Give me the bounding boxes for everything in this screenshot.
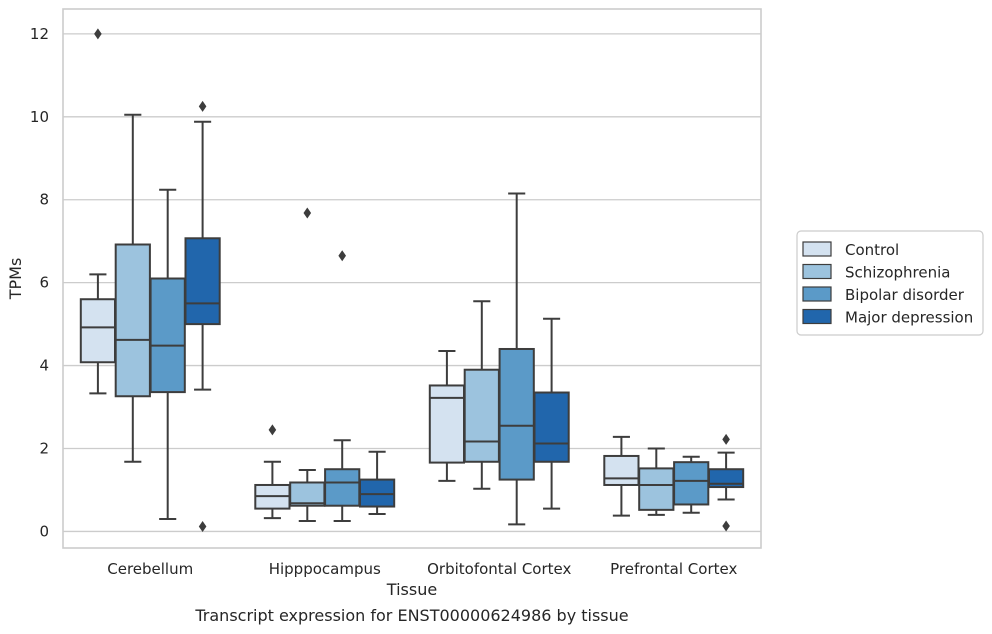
- box-major-depression: [358, 450, 396, 516]
- box-iqr: [184, 237, 221, 326]
- box-iqr: [324, 468, 361, 507]
- box-iqr: [358, 478, 396, 508]
- chart-caption: Transcript expression for ENST0000062498…: [194, 606, 628, 625]
- box-bipolar-disorder: [498, 192, 535, 526]
- legend-swatch: [802, 308, 832, 325]
- box-control: [603, 435, 640, 517]
- box-plot-area: [79, 28, 745, 532]
- plot-frame: [62, 8, 762, 549]
- box-iqr: [707, 468, 745, 489]
- box-iqr: [533, 391, 570, 463]
- box-major-depression: [533, 317, 570, 510]
- outlier-point: [268, 424, 277, 436]
- outlier-point: [722, 433, 730, 445]
- y-tick-label: 12: [30, 25, 49, 43]
- box-control: [428, 350, 466, 482]
- legend-swatch: [802, 263, 832, 280]
- outlier-point: [722, 520, 730, 532]
- x-axis-label: Tissue: [386, 580, 437, 599]
- box-major-depression: [707, 433, 745, 532]
- box-iqr: [603, 454, 640, 486]
- legend-label: Major depression: [845, 309, 973, 327]
- box-bipolar-disorder: [149, 188, 186, 520]
- y-tick-label: 2: [39, 439, 49, 457]
- outlier-point: [338, 250, 346, 262]
- box-bipolar-disorder: [324, 250, 361, 523]
- box-bipolar-disorder: [673, 455, 710, 514]
- box-schizophrenia: [638, 447, 675, 516]
- legend-label: Control: [845, 241, 899, 259]
- y-tick-label: 8: [39, 191, 49, 209]
- box-schizophrenia: [463, 300, 500, 490]
- legend-label: Schizophrenia: [845, 264, 950, 282]
- box-control: [79, 28, 117, 395]
- y-axis-ticks: 0 2 4 6 8 10 12: [30, 25, 49, 541]
- legend-swatch: [802, 286, 832, 302]
- y-tick-label: 0: [39, 522, 49, 540]
- legend-frame: [796, 230, 984, 336]
- legend-label: Bipolar disorder: [845, 286, 965, 304]
- y-tick-label: 10: [30, 108, 49, 126]
- box-iqr: [79, 298, 117, 364]
- x-tick-label: Hipppocampus: [269, 560, 381, 578]
- box-iqr: [673, 461, 710, 506]
- x-tick-label: Orbitofontal Cortex: [427, 560, 571, 578]
- legend-swatch: [802, 241, 832, 257]
- outlier-point: [198, 100, 207, 112]
- x-tick-label: Prefrontal Cortex: [610, 560, 737, 578]
- y-axis-label: TPMs: [6, 258, 25, 301]
- x-axis-ticks: Cerebellum Hipppocampus Orbitofontal Corte…: [107, 560, 737, 578]
- box-major-depression: [184, 100, 221, 532]
- box-iqr: [498, 347, 535, 481]
- x-tick-label: Cerebellum: [107, 560, 193, 578]
- box-iqr: [149, 277, 186, 394]
- outlier-point: [198, 520, 207, 532]
- outlier-point: [303, 207, 312, 219]
- y-tick-label: 4: [39, 357, 49, 375]
- box-control: [254, 424, 291, 520]
- box-schizophrenia: [289, 207, 326, 523]
- legend: Control Schizophrenia Bipolar disorder Majo…: [796, 230, 984, 336]
- outlier-point: [94, 28, 102, 40]
- box-iqr: [114, 243, 151, 398]
- box-iqr: [638, 467, 675, 511]
- box-iqr: [463, 368, 500, 463]
- box-schizophrenia: [114, 113, 151, 463]
- y-tick-label: 6: [39, 274, 49, 292]
